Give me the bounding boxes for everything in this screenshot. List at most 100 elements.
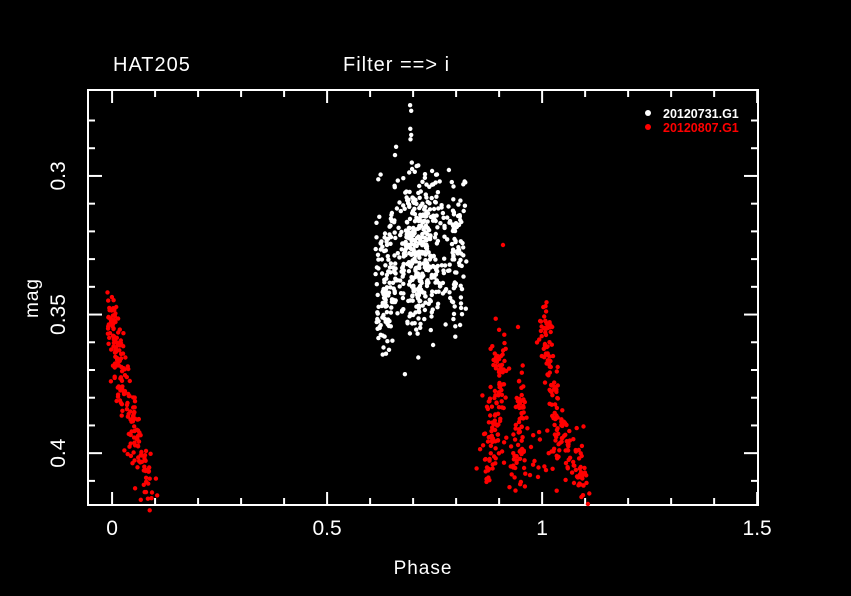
- data-point: [428, 233, 433, 238]
- data-point: [424, 209, 429, 214]
- data-point: [411, 287, 416, 292]
- data-point: [388, 261, 394, 266]
- data-point: [381, 287, 387, 292]
- data-point: [435, 305, 440, 310]
- data-point: [458, 301, 464, 306]
- data-point: [422, 175, 428, 180]
- data-point: [382, 231, 388, 236]
- data-point: [407, 331, 413, 336]
- data-point: [383, 248, 388, 253]
- data-point: [120, 408, 125, 413]
- data-point: [117, 358, 123, 364]
- data-point: [513, 404, 518, 410]
- data-point: [435, 190, 441, 195]
- data-point: [383, 297, 388, 303]
- data-point: [147, 465, 152, 470]
- data-point: [426, 250, 431, 255]
- data-point: [403, 228, 409, 233]
- data-point: [532, 458, 537, 464]
- data-point: [569, 470, 575, 475]
- data-point: [396, 225, 401, 230]
- data-point: [393, 271, 398, 276]
- data-point: [112, 338, 117, 343]
- data-point: [381, 345, 386, 350]
- data-point: [398, 208, 403, 214]
- data-point: [488, 413, 493, 418]
- axis-ticks: [88, 90, 759, 505]
- data-point: [136, 416, 141, 422]
- data-point: [442, 223, 447, 229]
- data-point: [462, 203, 468, 208]
- data-point: [410, 208, 416, 214]
- data-point: [434, 213, 439, 218]
- data-point: [402, 206, 407, 211]
- data-point: [414, 235, 420, 241]
- data-point: [543, 318, 548, 324]
- data-point: [389, 212, 394, 218]
- data-point: [121, 391, 127, 397]
- data-point: [378, 172, 383, 177]
- data-point: [546, 451, 551, 456]
- data-point: [399, 229, 404, 235]
- data-point: [115, 316, 121, 321]
- data-point: [413, 259, 418, 264]
- data-point: [115, 363, 121, 368]
- data-point: [490, 466, 495, 471]
- data-point: [403, 190, 408, 195]
- data-point: [519, 411, 524, 416]
- data-point: [410, 321, 415, 326]
- legend: 20120731.G1 20120807.G1: [645, 107, 739, 135]
- data-point: [119, 378, 125, 383]
- data-point: [433, 200, 438, 205]
- data-point: [578, 464, 583, 470]
- data-point: [423, 300, 428, 305]
- data-point: [434, 266, 439, 272]
- data-point: [112, 375, 117, 381]
- data-point: [502, 332, 507, 337]
- data-point: [105, 326, 111, 331]
- data-point: [455, 222, 460, 227]
- data-point: [388, 285, 393, 290]
- data-point: [383, 304, 388, 309]
- legend-dot-series2: [645, 124, 651, 130]
- data-point: [377, 214, 382, 219]
- data-point: [393, 261, 398, 266]
- data-point: [393, 235, 398, 241]
- data-point: [548, 358, 553, 364]
- data-point: [401, 203, 406, 208]
- data-point: [447, 262, 452, 267]
- data-point: [516, 427, 522, 432]
- x-tick-label: 0.5: [312, 517, 341, 540]
- data-point: [571, 480, 577, 486]
- data-point: [418, 189, 423, 194]
- data-point: [407, 103, 413, 108]
- data-point: [530, 462, 536, 467]
- data-point: [528, 444, 534, 450]
- data-point: [485, 468, 491, 473]
- data-point: [521, 416, 526, 421]
- data-point: [523, 471, 528, 476]
- data-point: [539, 334, 544, 339]
- data-point: [488, 443, 494, 448]
- data-point: [537, 318, 543, 324]
- data-point: [494, 358, 499, 363]
- data-point: [389, 218, 394, 224]
- data-point: [543, 330, 548, 335]
- data-point: [409, 238, 414, 243]
- data-point: [446, 204, 451, 209]
- data-point: [403, 239, 408, 245]
- data-point: [436, 289, 441, 294]
- data-point: [384, 276, 389, 281]
- data-point: [464, 259, 469, 264]
- data-point: [382, 316, 387, 321]
- data-point: [450, 247, 456, 252]
- data-point: [493, 363, 499, 369]
- data-point: [428, 299, 433, 304]
- data-point: [414, 292, 419, 297]
- data-point: [153, 476, 159, 481]
- data-point: [118, 375, 124, 380]
- data-point: [587, 491, 592, 496]
- data-point: [521, 448, 526, 453]
- data-point: [408, 137, 413, 142]
- data-point: [567, 428, 572, 434]
